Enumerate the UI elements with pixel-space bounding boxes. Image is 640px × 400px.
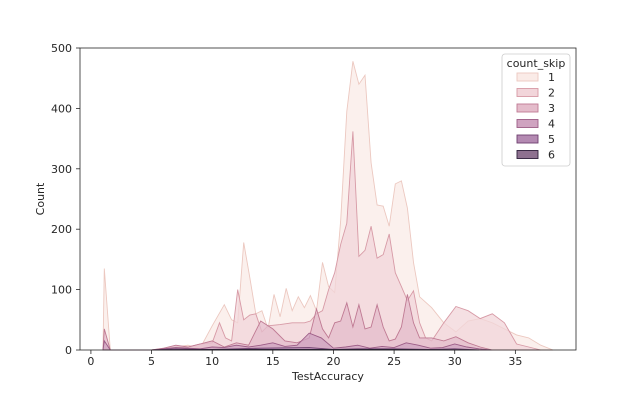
y-tick-label: 300: [51, 163, 72, 176]
legend-label-6: 6: [548, 149, 555, 162]
x-axis-label: TestAccuracy: [291, 370, 364, 383]
x-tick-label: 0: [87, 355, 94, 368]
x-tick-label: 10: [205, 355, 219, 368]
legend-label-2: 2: [548, 87, 555, 100]
y-tick-label: 0: [65, 344, 72, 357]
legend-label-5: 5: [548, 133, 555, 146]
legend-title: count_skip: [507, 57, 566, 70]
legend-swatch-2: [516, 88, 539, 97]
axis-ticks: 0 5 10 15 20 25 30 35 0 100 200 300 400 500: [51, 42, 522, 368]
legend: count_skip 1 2 3 4 5 6: [501, 53, 571, 167]
series-layer: [102, 61, 554, 351]
plot-frame: [79, 47, 577, 351]
legend-swatch-3: [516, 103, 539, 113]
y-tick-label: 200: [51, 223, 72, 236]
legend-swatch-4: [516, 119, 539, 128]
legend-items: 1 2 3 4 5 6: [516, 71, 555, 162]
legend-swatch-1: [516, 72, 539, 82]
legend-label-4: 4: [548, 118, 555, 131]
x-tick-label: 25: [387, 355, 401, 368]
x-tick-label: 20: [326, 355, 340, 368]
y-tick-label: 100: [51, 284, 72, 297]
legend-label-1: 1: [548, 71, 555, 84]
x-tick-label: 30: [448, 355, 462, 368]
series-area-4: [102, 332, 492, 351]
series-area-2: [103, 131, 541, 351]
x-tick-label: 5: [148, 355, 155, 368]
x-tick-label: 15: [266, 355, 280, 368]
y-tick-label: 400: [51, 102, 72, 115]
y-tick-label: 500: [51, 42, 72, 55]
x-tick-label: 35: [508, 355, 522, 368]
legend-label-3: 3: [548, 102, 555, 115]
y-axis-label: Count: [34, 182, 47, 215]
legend-swatch-5: [516, 134, 539, 144]
legend-swatch-6: [516, 150, 539, 159]
